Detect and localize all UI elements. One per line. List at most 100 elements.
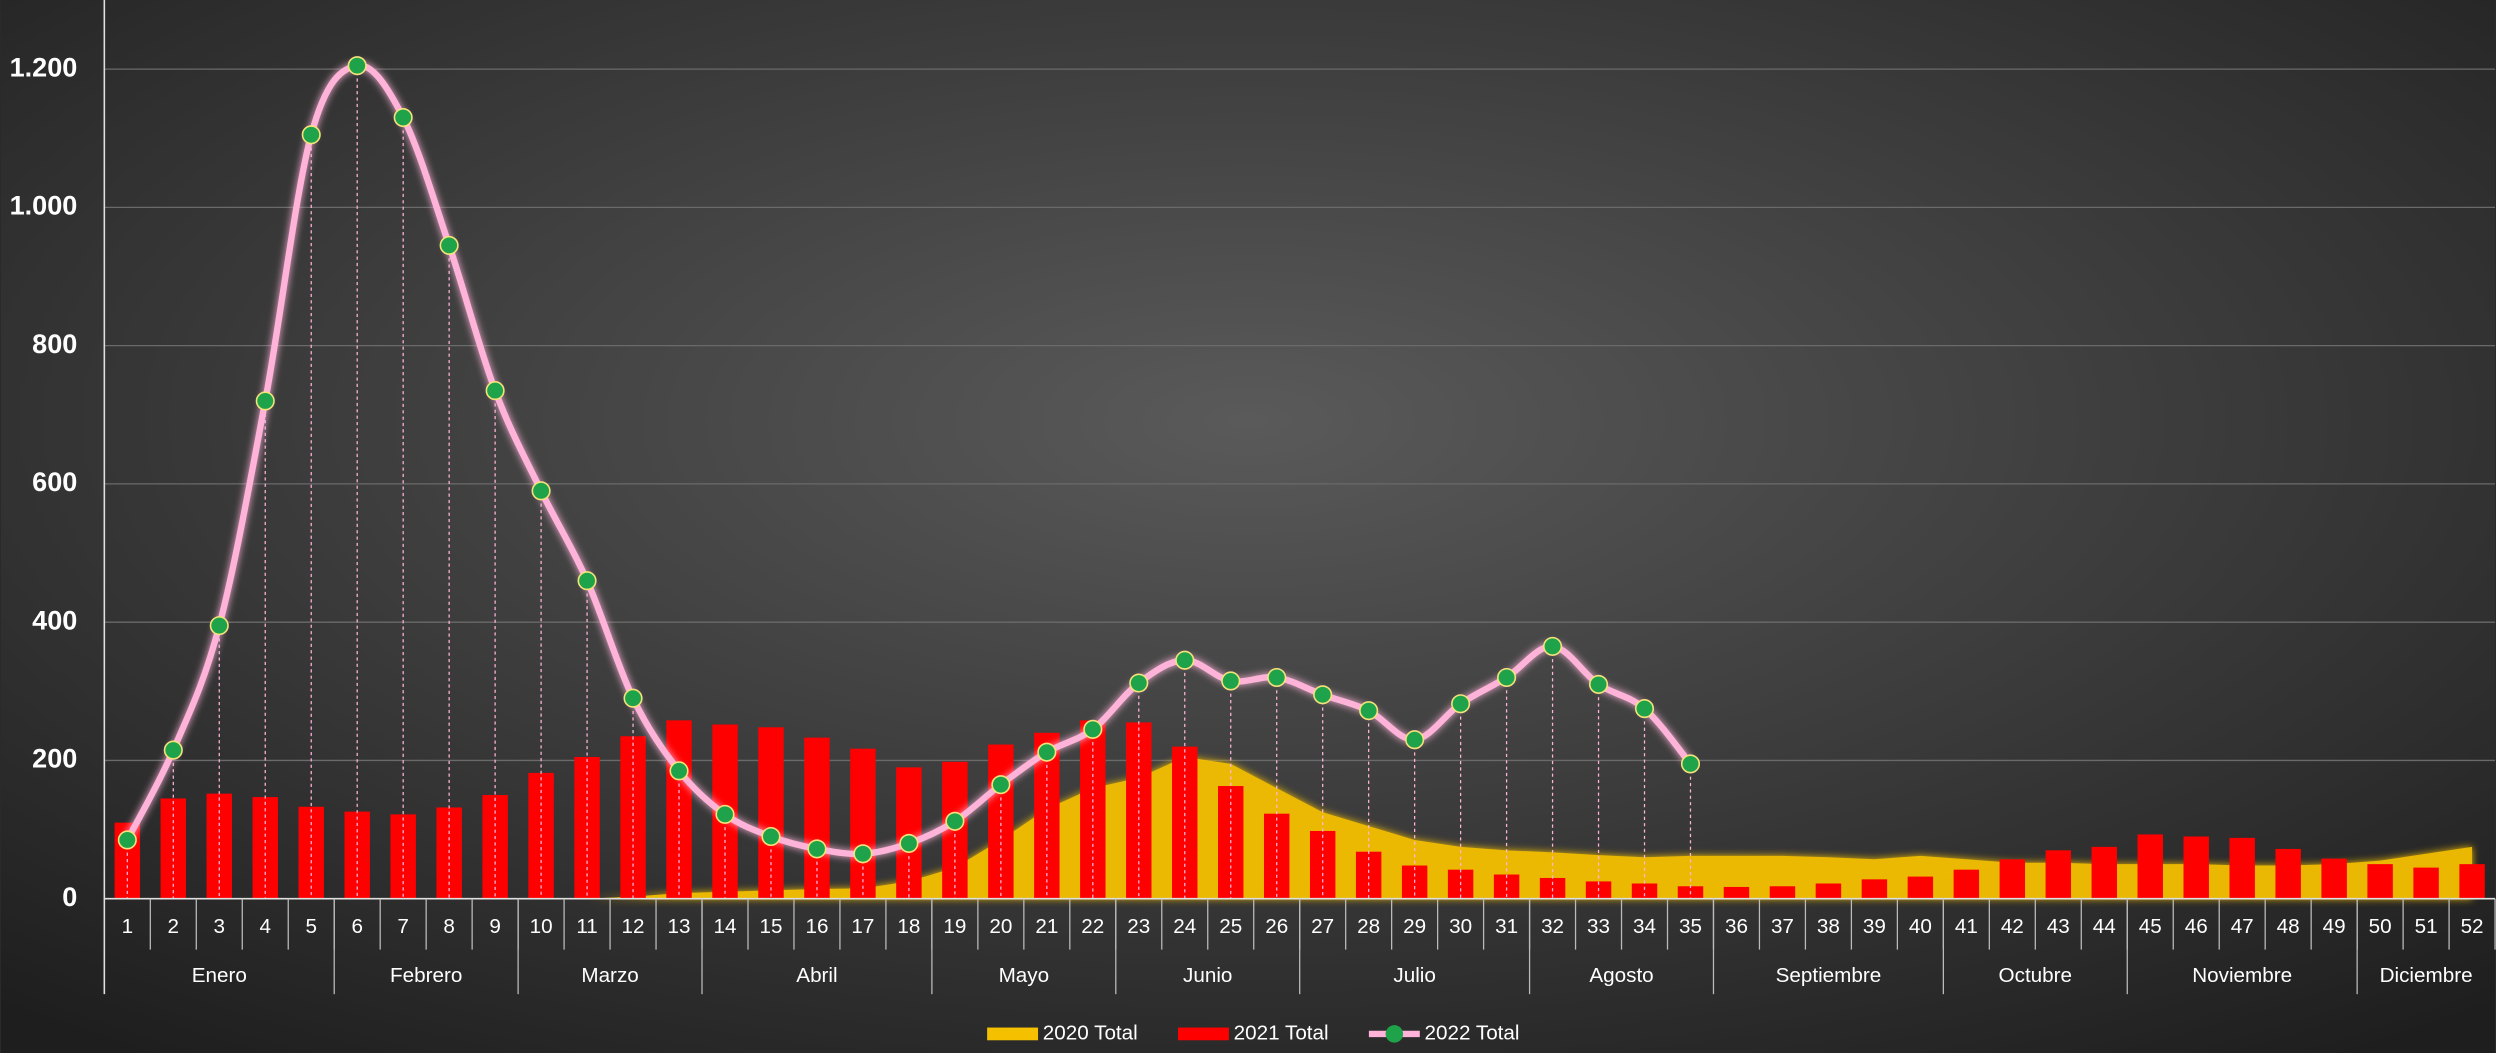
x-tick-label: 38	[1817, 915, 1840, 938]
x-tick-label: 25	[1219, 915, 1242, 938]
x-tick-label: 8	[443, 915, 455, 938]
bar	[2091, 846, 2117, 899]
x-tick-label: 24	[1173, 915, 1196, 938]
x-tick-label: 10	[530, 915, 553, 938]
y-tick-label: 1.200	[10, 52, 78, 82]
marker	[1497, 667, 1517, 688]
legend-swatch	[1178, 1027, 1229, 1041]
x-tick-label: 21	[1035, 915, 1058, 938]
bar	[2367, 864, 2393, 899]
x-tick-label: 52	[2461, 915, 2484, 938]
month-label: Marzo	[581, 964, 638, 987]
month-label: Febrero	[390, 964, 462, 987]
x-tick-label: 5	[305, 915, 317, 938]
legend-marker	[1385, 1025, 1404, 1043]
x-tick-label: 9	[489, 915, 501, 938]
x-tick-label: 44	[2093, 915, 2116, 938]
y-tick-label: 600	[32, 467, 77, 497]
bar	[1907, 876, 1934, 899]
marker	[1588, 674, 1609, 694]
x-tick-label: 17	[851, 915, 874, 938]
bar	[2275, 848, 2301, 899]
x-tick-label: 48	[2277, 915, 2300, 938]
marker	[301, 125, 321, 145]
marker	[1129, 673, 1149, 693]
marker	[1313, 685, 1333, 705]
marker	[991, 775, 1011, 795]
marker	[945, 811, 965, 831]
marker	[163, 740, 183, 760]
x-tick-label: 34	[1633, 915, 1656, 938]
marker	[669, 761, 689, 781]
month-label: Junio	[1183, 964, 1232, 987]
marker	[1680, 754, 1701, 774]
month-label: Julio	[1393, 964, 1435, 987]
x-tick-label: 4	[259, 915, 271, 938]
month-label: Mayo	[999, 964, 1050, 987]
x-tick-label: 28	[1357, 915, 1380, 938]
bar	[2321, 858, 2347, 899]
marker	[1083, 719, 1103, 739]
marker	[1267, 667, 1287, 688]
marker	[347, 56, 367, 76]
marker	[439, 235, 459, 255]
x-tick-label: 27	[1311, 915, 1334, 938]
x-tick-label: 11	[576, 915, 597, 938]
legend-swatch	[987, 1027, 1039, 1041]
x-tick-label: 37	[1771, 915, 1794, 938]
month-label: Diciembre	[2380, 964, 2473, 987]
x-tick-label: 16	[805, 915, 828, 938]
bar	[1769, 886, 1796, 899]
bar	[1723, 886, 1750, 899]
y-tick-label: 200	[32, 744, 77, 774]
month-label: Agosto	[1589, 964, 1653, 987]
marker	[255, 391, 275, 411]
bar	[1999, 859, 2026, 899]
bar	[896, 767, 922, 899]
x-tick-label: 12	[622, 915, 645, 938]
marker	[807, 839, 827, 859]
month-label: Octubre	[1999, 964, 2072, 987]
bar	[758, 727, 784, 899]
marker	[1359, 701, 1379, 721]
bar	[1815, 883, 1842, 899]
x-tick-label: 18	[897, 915, 920, 938]
bar	[1172, 746, 1198, 899]
marker	[209, 616, 229, 636]
x-tick-label: 39	[1863, 915, 1886, 938]
bar	[850, 748, 876, 899]
x-tick-label: 6	[351, 915, 363, 938]
y-tick-label: 0	[62, 882, 77, 912]
x-tick-label: 36	[1725, 915, 1748, 938]
x-tick-label: 19	[943, 915, 966, 938]
x-tick-label: 2	[168, 915, 180, 938]
legend-label: 2022 Total	[1425, 1021, 1520, 1044]
x-tick-label: 26	[1265, 915, 1288, 938]
bar	[1631, 883, 1658, 899]
marker	[1634, 699, 1655, 719]
bar	[2183, 836, 2209, 899]
month-label: Noviembre	[2192, 964, 2292, 987]
marker	[531, 481, 551, 501]
bar	[298, 806, 324, 899]
marker	[853, 844, 873, 864]
bar	[804, 737, 830, 899]
x-tick-label: 31	[1495, 915, 1518, 938]
x-tick-label: 3	[214, 915, 225, 938]
bar	[1953, 869, 1980, 899]
x-tick-label: 13	[668, 915, 691, 938]
x-tick-label: 20	[989, 915, 1012, 938]
x-tick-label: 46	[2185, 915, 2208, 938]
marker	[715, 804, 735, 824]
area	[127, 756, 2473, 899]
marker	[1175, 650, 1195, 670]
legend-label: 2021 Total	[1234, 1021, 1329, 1044]
month-label: Septiembre	[1776, 964, 1882, 987]
x-tick-label: 15	[759, 915, 782, 938]
legend-label: 2020 Total	[1043, 1021, 1138, 1044]
x-tick-label: 1	[122, 915, 133, 938]
marker	[485, 381, 505, 401]
x-tick-label: 7	[397, 915, 408, 938]
marker	[1451, 694, 1471, 714]
x-tick-label: 30	[1449, 915, 1472, 938]
